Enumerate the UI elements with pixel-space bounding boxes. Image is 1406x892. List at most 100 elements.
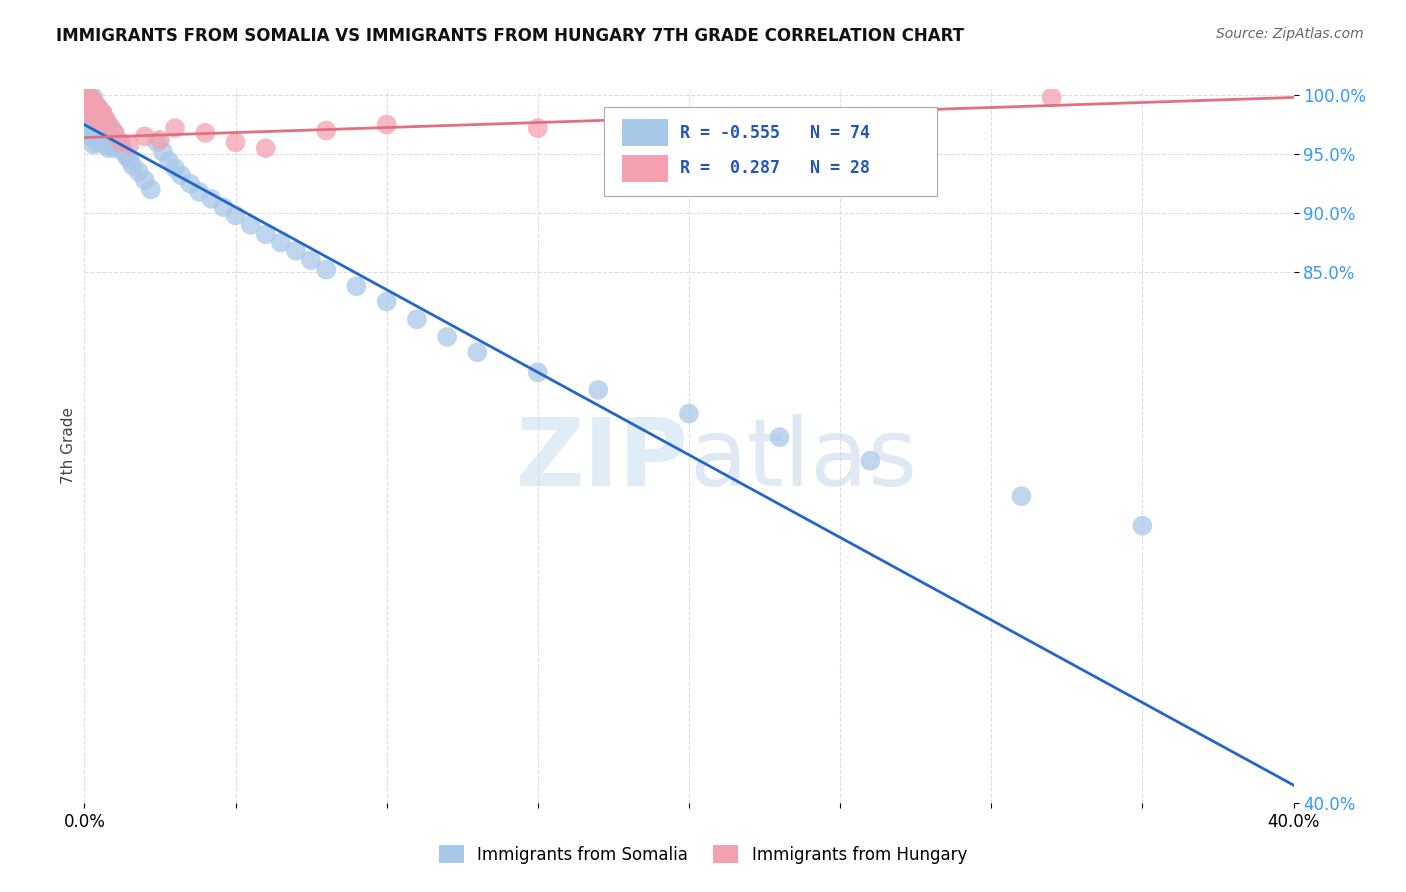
Point [97, 118, 120, 132]
Point [82, 109, 104, 123]
Point [91, 136, 114, 150]
Point [79, 105, 101, 120]
Point [76, 105, 98, 120]
Text: ZIP: ZIP [516, 414, 689, 507]
Point [89, 102, 111, 116]
Point [79, 105, 101, 120]
Point [115, 149, 138, 163]
Text: Source: ZipAtlas.com: Source: ZipAtlas.com [1216, 27, 1364, 41]
Point [91, 123, 114, 137]
Point [200, 192, 222, 206]
Point [79, 129, 101, 144]
Point [121, 159, 143, 173]
Y-axis label: 7th Grade: 7th Grade [60, 408, 76, 484]
Point [86, 136, 108, 150]
Point [89, 121, 111, 136]
Point [89, 102, 111, 116]
Point [82, 105, 104, 120]
Point [82, 100, 104, 114]
Point [285, 244, 308, 258]
Point [100, 136, 122, 150]
Point [76, 90, 98, 104]
Point [152, 145, 174, 159]
Point [769, 430, 792, 444]
Point [1130, 518, 1153, 533]
Point [299, 253, 322, 268]
Point [346, 279, 368, 293]
Point [170, 169, 193, 183]
Point [82, 121, 104, 136]
Point [1040, 90, 1063, 104]
Point [82, 129, 104, 144]
Point [94, 137, 117, 152]
Point [94, 126, 117, 140]
Point [225, 208, 247, 222]
Point [86, 105, 108, 120]
Point [112, 145, 135, 159]
Point [678, 407, 700, 421]
Point [104, 141, 127, 155]
Point [89, 133, 111, 147]
Point [79, 121, 101, 136]
Point [146, 136, 169, 150]
Point [588, 383, 610, 397]
Point [375, 118, 398, 132]
Point [315, 262, 337, 277]
Point [128, 165, 150, 179]
Point [76, 100, 98, 114]
Point [225, 136, 247, 150]
Point [165, 121, 187, 136]
Point [97, 129, 120, 144]
FancyBboxPatch shape [605, 107, 936, 196]
Point [79, 90, 101, 104]
Point [82, 137, 104, 152]
Point [194, 126, 217, 140]
Point [212, 200, 235, 214]
Point [86, 97, 108, 112]
Point [149, 133, 172, 147]
Point [134, 173, 156, 187]
Point [179, 177, 201, 191]
Point [76, 121, 98, 136]
Point [118, 137, 141, 152]
Point [107, 136, 129, 150]
Point [79, 97, 101, 112]
Point [165, 161, 187, 176]
Point [118, 153, 141, 167]
Text: atlas: atlas [689, 414, 917, 507]
Point [97, 118, 120, 132]
Point [82, 114, 104, 128]
Point [86, 126, 108, 140]
Point [110, 136, 132, 150]
Point [406, 312, 429, 326]
Point [91, 105, 114, 120]
Point [859, 454, 882, 468]
Point [254, 141, 277, 155]
Point [79, 90, 101, 104]
Point [527, 121, 550, 136]
Point [527, 365, 550, 379]
Point [86, 118, 108, 132]
Point [97, 141, 120, 155]
Point [86, 109, 108, 123]
Point [86, 100, 108, 114]
Point [1011, 489, 1033, 503]
Point [239, 218, 262, 232]
Point [134, 129, 156, 144]
Point [82, 94, 104, 108]
Text: IMMIGRANTS FROM SOMALIA VS IMMIGRANTS FROM HUNGARY 7TH GRADE CORRELATION CHART: IMMIGRANTS FROM SOMALIA VS IMMIGRANTS FR… [56, 27, 965, 45]
Point [79, 100, 101, 114]
Point [82, 90, 104, 104]
Point [104, 126, 127, 140]
Point [89, 114, 111, 128]
Point [270, 235, 292, 250]
Point [188, 185, 211, 199]
Point [139, 182, 162, 196]
Point [94, 112, 117, 126]
Point [94, 114, 117, 128]
Text: R = -0.555   N = 74: R = -0.555 N = 74 [681, 124, 870, 142]
Point [375, 294, 398, 309]
Point [467, 345, 489, 359]
Text: R =  0.287   N = 28: R = 0.287 N = 28 [681, 160, 870, 178]
Point [100, 121, 122, 136]
